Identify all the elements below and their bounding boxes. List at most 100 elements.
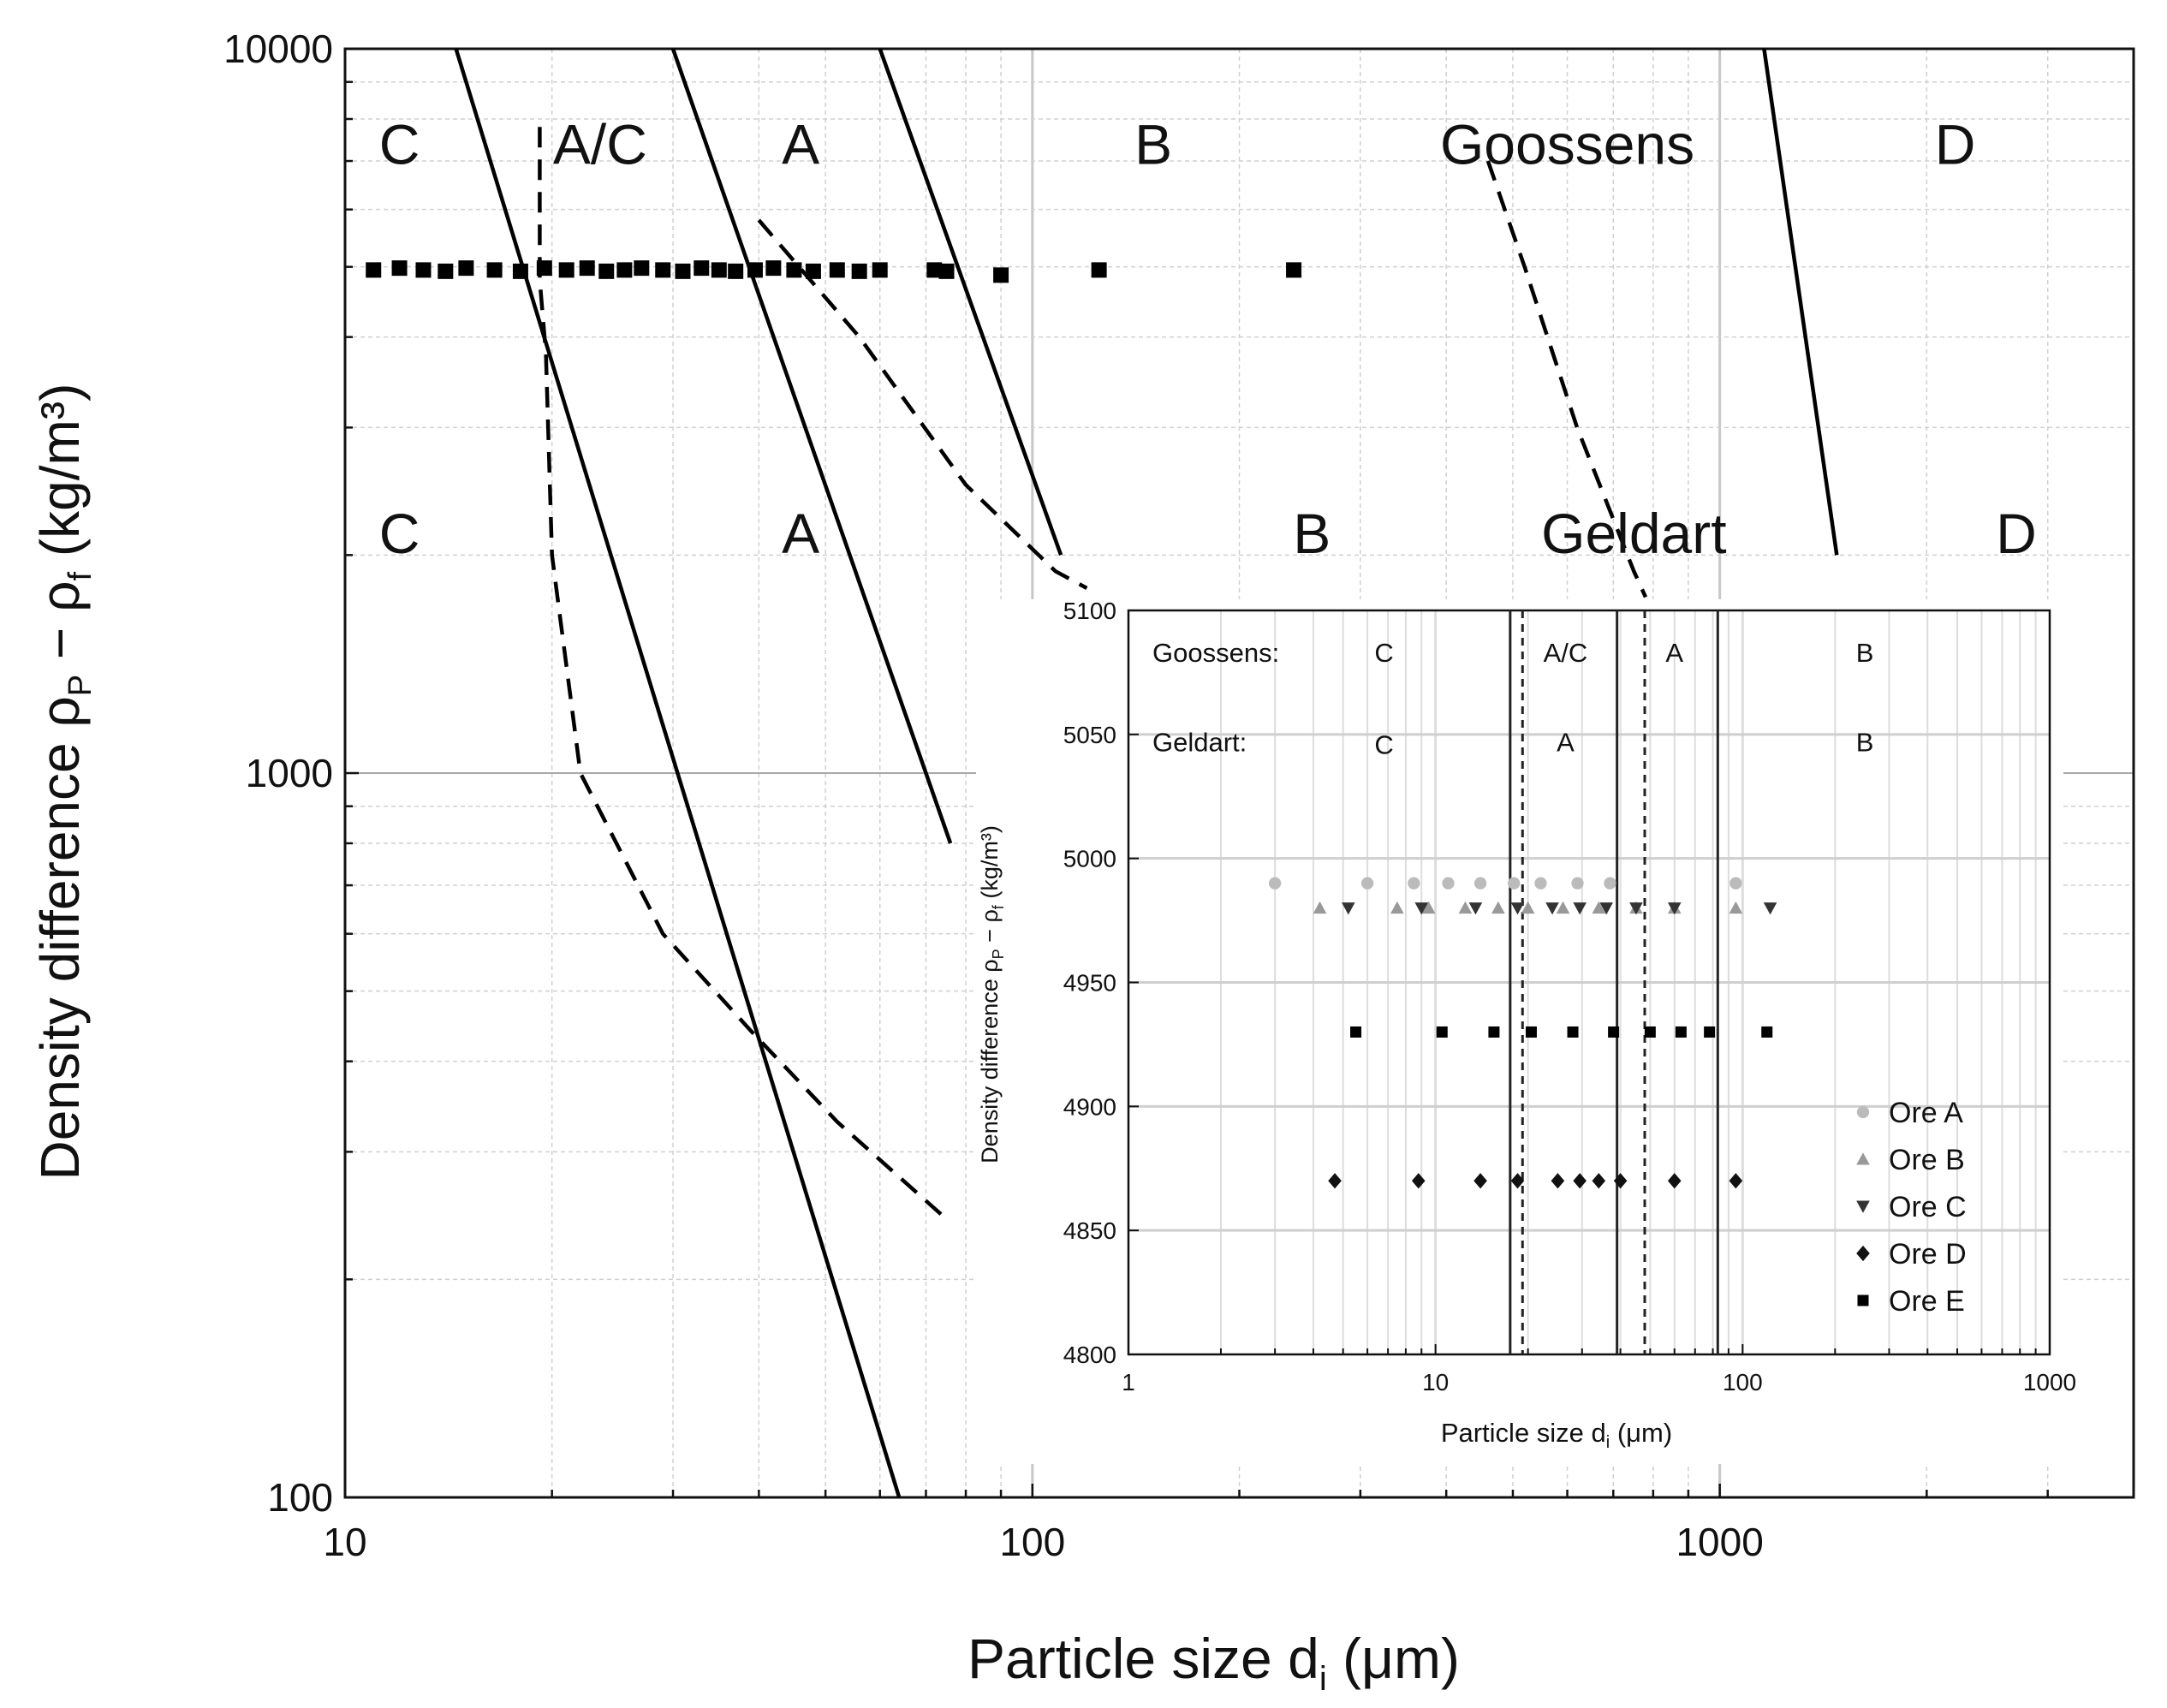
inset-data-point: [1644, 1026, 1656, 1038]
inset-x-axis-title-sub: i: [1606, 1433, 1610, 1452]
inset-data-point: [1551, 1173, 1565, 1189]
main-data-point: [926, 262, 943, 278]
inset-data-point: [1667, 1173, 1682, 1189]
main-x-axis-title-unit: (μm): [1327, 1627, 1460, 1690]
inset-data-point: [1592, 1173, 1606, 1189]
inset-data-point: [1667, 902, 1682, 915]
main-data-point: [486, 262, 503, 278]
inset-data-point: [1545, 902, 1559, 915]
goossens-region-label: C: [379, 113, 420, 176]
inset-data-point: [1521, 901, 1535, 914]
inset-data-point: [1704, 1026, 1716, 1038]
inset-y-axis-title-unit: (kg/m³): [977, 825, 1003, 905]
inset-y-tick-label: 4800: [1063, 1342, 1116, 1368]
main-data-point: [938, 263, 955, 279]
main-x-axis-title-main: Particle size d: [967, 1627, 1319, 1690]
inset-series-ore-c: [1342, 902, 1777, 915]
goossens-boundary-line: [1762, 49, 1839, 556]
inset-data-point: [1268, 877, 1282, 890]
inset-row-label: Geldart:: [1152, 728, 1247, 758]
main-y-tick-label: 10000: [223, 27, 333, 71]
inset-series-ore-d: [1328, 1173, 1743, 1189]
main-data-point: [512, 263, 528, 279]
inset-gridlines: [1128, 610, 2050, 1354]
main-data-point: [366, 262, 382, 278]
inset-region-label: C: [1374, 638, 1393, 668]
inset-data-point: [1390, 901, 1404, 914]
goossens-boundary-line: [454, 49, 902, 1497]
inset-legend-label: Ore C: [1889, 1191, 1967, 1223]
main-y-axis-title: Density difference ρP − ρf (kg/m³): [29, 384, 98, 1181]
inset-data-point: [1567, 1026, 1579, 1038]
inset-region-label: B: [1856, 638, 1874, 668]
inset-region-label: A: [1665, 638, 1683, 668]
main-y-axis-title-mid: − ρ: [29, 580, 91, 674]
goossens-boundary-line: [878, 49, 1063, 556]
inset-legend-marker: [1856, 1200, 1870, 1213]
inset-region-label: C: [1374, 729, 1393, 759]
inset-data-point: [1599, 902, 1613, 915]
inset-data-point: [1729, 901, 1743, 914]
geldart-region-label: Geldart: [1541, 502, 1726, 565]
inset-data-point: [1328, 1173, 1342, 1189]
inset-y-tick-label: 5100: [1063, 598, 1116, 624]
main-x-tick-label: 100: [999, 1520, 1065, 1564]
inset-legend-marker: [1856, 1105, 1870, 1119]
inset-axis-ticks: [1128, 610, 2051, 1355]
main-x-axis-title-sub: i: [1319, 1660, 1327, 1698]
main-boundary-lines: [454, 49, 1839, 1497]
inset-data-point: [1436, 1026, 1448, 1038]
main-data-point: [728, 263, 744, 279]
inset-data-point: [1629, 902, 1643, 915]
inset-data-point: [1525, 1026, 1537, 1038]
inset-data-point: [1592, 901, 1606, 914]
inset-data-point: [1313, 901, 1327, 914]
inset-legend-label: Ore B: [1889, 1144, 1965, 1176]
inset-data-point: [1408, 877, 1420, 890]
inset-data-point: [1468, 902, 1483, 915]
inset-y-axis-title-main: Density difference ρ: [977, 959, 1003, 1163]
inset-backdrop: [976, 599, 2063, 1464]
inset-y-tick-label: 4950: [1063, 970, 1116, 997]
geldart-boundary-line: [757, 218, 1088, 590]
main-data-points: [366, 260, 1302, 283]
main-data-point: [765, 260, 782, 277]
main-axis-ticks: [343, 80, 2135, 1499]
main-y-tick-label: 100: [267, 1475, 333, 1520]
goossens-region-label: Goossens: [1440, 113, 1694, 176]
inset-data-point: [1342, 902, 1355, 915]
inset-legend-label: Ore E: [1889, 1285, 1965, 1318]
main-data-point: [616, 262, 633, 278]
inset-data-point: [1675, 1026, 1687, 1038]
goossens-boundary-line: [670, 49, 953, 844]
inset-x-tick-label: 100: [1723, 1369, 1763, 1396]
inset-data-point: [1491, 901, 1505, 914]
inset-x-tick-label: 1: [1122, 1369, 1135, 1396]
main-data-point: [558, 262, 574, 278]
main-y-tick-label: 1000: [246, 751, 333, 795]
inset-legend-marker: [1856, 1245, 1870, 1262]
main-data-point: [993, 267, 1009, 283]
geldart-boundary-line: [538, 127, 944, 1217]
inset-x-axis-title: Particle size di (μm): [1441, 1418, 1672, 1452]
inset-region-label: B: [1856, 728, 1874, 758]
inset-data-point: [1556, 901, 1570, 914]
geldart-boundary-line: [1485, 160, 1648, 598]
inset-y-tick-label: 5050: [1063, 722, 1116, 748]
goossens-region-label: A/C: [553, 113, 647, 176]
inset-data-point: [1350, 1026, 1362, 1038]
inset-legend-marker: [1857, 1294, 1869, 1306]
main-data-point: [438, 263, 454, 279]
main-data-point: [391, 260, 408, 277]
main-x-tick-label: 1000: [1676, 1520, 1763, 1564]
main-x-axis-title: Particle size di (μm): [967, 1627, 1460, 1698]
inset-data-point: [1421, 901, 1436, 914]
inset-y-tick-label: 5000: [1063, 846, 1116, 872]
inset-row-label: Goossens:: [1152, 638, 1279, 668]
main-data-point: [786, 262, 802, 278]
inset-x-tick-label: 1000: [2023, 1369, 2076, 1396]
inset-data-point: [1571, 877, 1584, 890]
inset-data-point: [1534, 877, 1547, 890]
inset-series-points: [1268, 877, 1777, 1189]
inset-data-point: [1510, 1173, 1525, 1189]
